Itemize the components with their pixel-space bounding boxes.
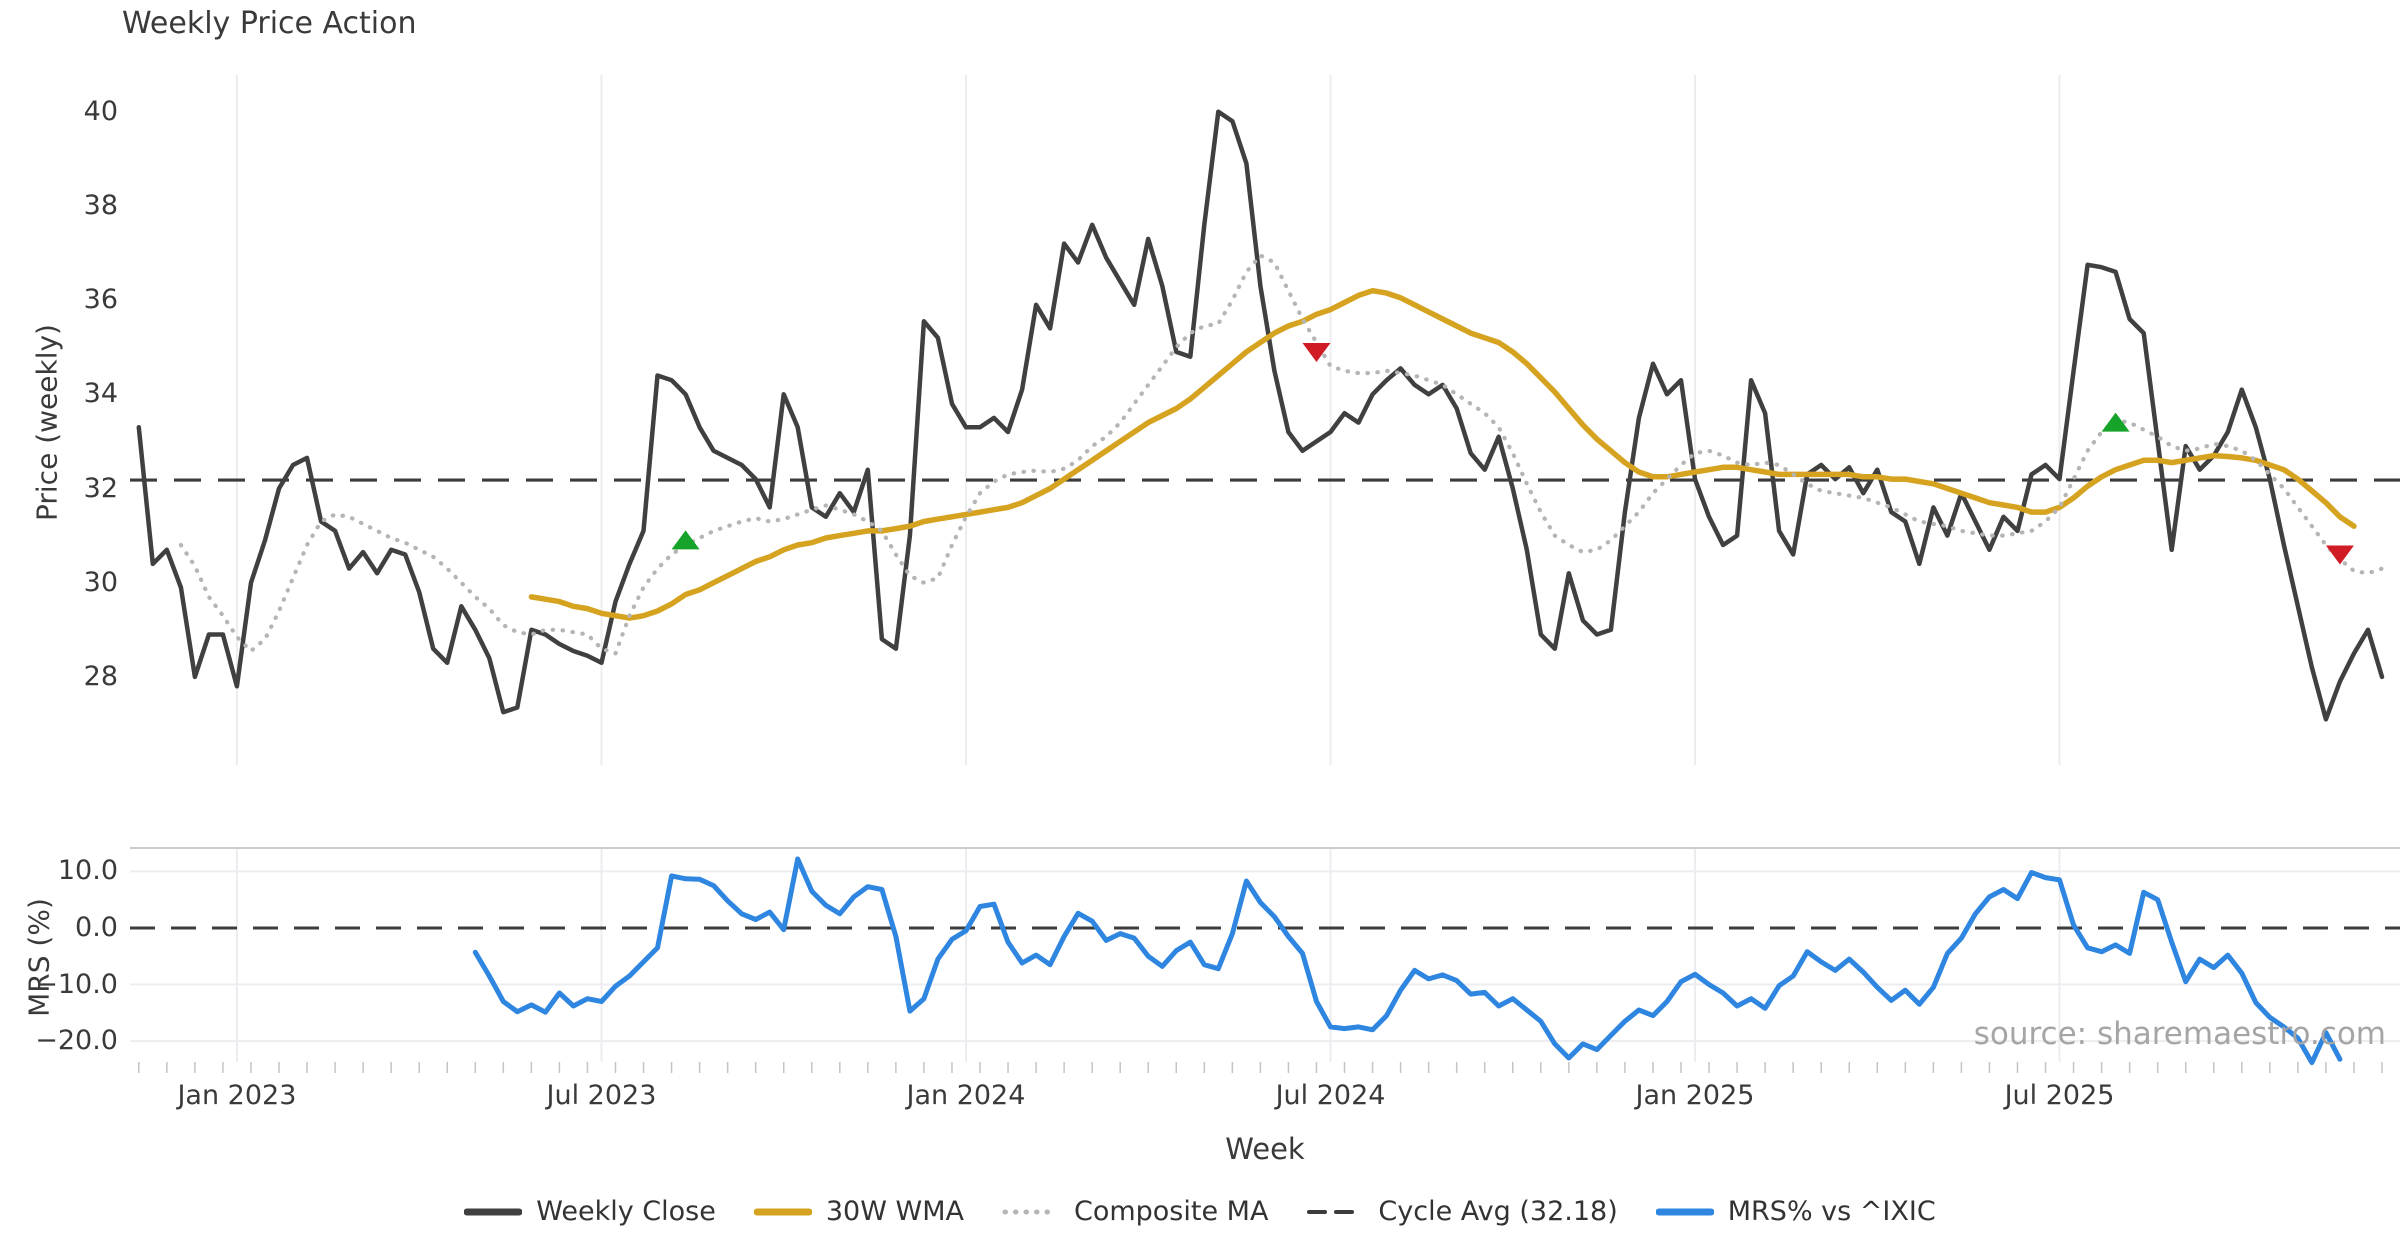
price-tick-40: 40 <box>83 95 118 127</box>
legend-swatch <box>1307 1209 1364 1214</box>
legend-label: Cycle Avg (32.18) <box>1378 1196 1618 1227</box>
series-weekly-close <box>136 109 2385 722</box>
price-tick-36: 36 <box>83 284 118 316</box>
series-mrs <box>472 856 2343 1066</box>
legend-swatch <box>464 1208 523 1215</box>
legend-swatch <box>1655 1208 1714 1215</box>
buy-signal-marker <box>2101 412 2130 432</box>
price-axis-label: Price (weekly) <box>30 324 64 521</box>
sell-signal-marker <box>1302 342 1331 362</box>
legend-swatch <box>1002 1209 1060 1214</box>
legend-item-weekly-close: Weekly Close <box>464 1196 716 1227</box>
legend-item-mrs-vs-ixic: MRS% vs ^IXIC <box>1655 1196 1936 1227</box>
mrs-tick-10: 10.0 <box>57 855 118 887</box>
date-tick-Jul 2025: Jul 2025 <box>2004 1080 2115 1111</box>
mrs-axis-label: MRS (%) <box>22 898 56 1017</box>
source-credit: source: sharemaestro.com <box>1973 1016 2386 1052</box>
legend-item-30w-wma: 30W WMA <box>753 1196 964 1227</box>
mrs-tick--20: −20.0 <box>35 1025 118 1057</box>
buy-signal-marker <box>671 530 700 550</box>
legend-swatch <box>753 1208 812 1215</box>
series-30w-wma <box>528 287 2357 621</box>
mrs-tick-0: 0.0 <box>75 911 118 943</box>
series-composite-ma <box>178 253 2385 656</box>
legend: Weekly Close 30W WMA Composite MA Cycle Avg… <box>0 1196 2400 1227</box>
price-tick-34: 34 <box>83 378 118 410</box>
date-tick-Jul 2023: Jul 2023 <box>546 1080 657 1111</box>
price-tick-32: 32 <box>83 472 118 504</box>
legend-label: Weekly Close <box>536 1196 716 1227</box>
mrs-tick--10: −10.0 <box>35 968 118 1000</box>
date-tick-Jan 2024: Jan 2024 <box>906 1080 1026 1111</box>
chart-title: Weekly Price Action <box>122 6 417 41</box>
date-tick-Jan 2025: Jan 2025 <box>1635 1080 1755 1111</box>
legend-item-composite-ma: Composite MA <box>1002 1196 1268 1227</box>
legend-label: 30W WMA <box>825 1196 964 1227</box>
legend-label: MRS% vs ^IXIC <box>1727 1196 1936 1227</box>
date-tick-Jan 2023: Jan 2023 <box>177 1080 297 1111</box>
legend-label: Composite MA <box>1073 1196 1269 1227</box>
legend-item-cycle-avg-32-18-: Cycle Avg (32.18) <box>1306 1196 1618 1227</box>
price-tick-38: 38 <box>83 189 118 221</box>
x-axis-label: Week <box>1225 1132 1305 1166</box>
date-tick-Jul 2024: Jul 2024 <box>1275 1080 1386 1111</box>
price-tick-28: 28 <box>83 660 118 692</box>
sell-signal-marker <box>2325 545 2354 565</box>
price-tick-30: 30 <box>83 566 118 598</box>
